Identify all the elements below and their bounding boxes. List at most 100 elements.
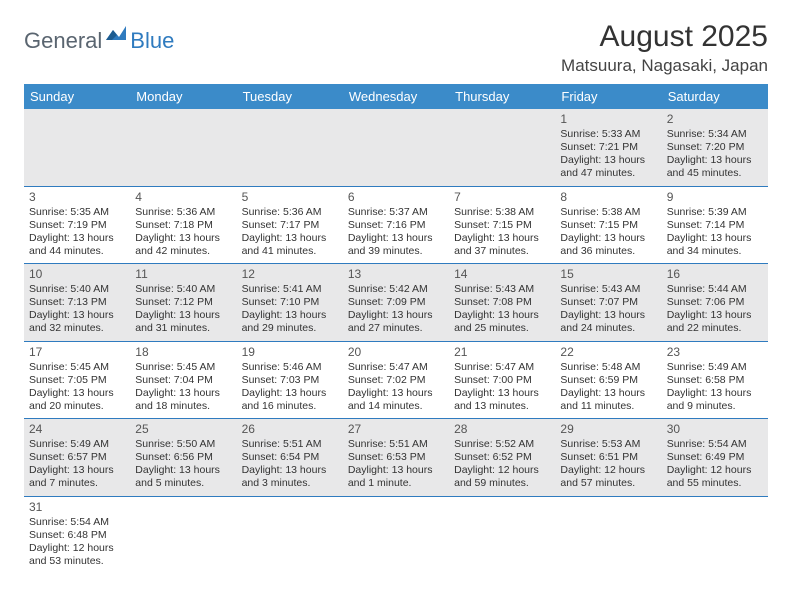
- day-number: 9: [667, 190, 763, 205]
- daylight-text: Daylight: 13 hours and 41 minutes.: [242, 232, 338, 258]
- sunset-text: Sunset: 7:15 PM: [454, 219, 550, 232]
- daylight-text: Daylight: 12 hours and 55 minutes.: [667, 464, 763, 490]
- sunrise-text: Sunrise: 5:36 AM: [242, 206, 338, 219]
- sunset-text: Sunset: 6:48 PM: [29, 529, 125, 542]
- daylight-text: Daylight: 13 hours and 11 minutes.: [560, 387, 656, 413]
- calendar-day-cell: 22Sunrise: 5:48 AMSunset: 6:59 PMDayligh…: [555, 341, 661, 419]
- sunrise-text: Sunrise: 5:45 AM: [135, 361, 231, 374]
- sunrise-text: Sunrise: 5:43 AM: [560, 283, 656, 296]
- calendar-day-cell: 4Sunrise: 5:36 AMSunset: 7:18 PMDaylight…: [130, 186, 236, 264]
- sunrise-text: Sunrise: 5:46 AM: [242, 361, 338, 374]
- weekday-header: Tuesday: [237, 84, 343, 109]
- sunset-text: Sunset: 6:52 PM: [454, 451, 550, 464]
- day-number: 14: [454, 267, 550, 282]
- calendar-day-cell: 7Sunrise: 5:38 AMSunset: 7:15 PMDaylight…: [449, 186, 555, 264]
- day-number: 26: [242, 422, 338, 437]
- sunset-text: Sunset: 7:18 PM: [135, 219, 231, 232]
- sunrise-text: Sunrise: 5:49 AM: [29, 438, 125, 451]
- daylight-text: Daylight: 13 hours and 7 minutes.: [29, 464, 125, 490]
- calendar-day-cell: 12Sunrise: 5:41 AMSunset: 7:10 PMDayligh…: [237, 264, 343, 342]
- weekday-header: Wednesday: [343, 84, 449, 109]
- sunrise-text: Sunrise: 5:40 AM: [29, 283, 125, 296]
- daylight-text: Daylight: 13 hours and 39 minutes.: [348, 232, 444, 258]
- sunrise-text: Sunrise: 5:38 AM: [560, 206, 656, 219]
- weekday-header: Saturday: [662, 84, 768, 109]
- daylight-text: Daylight: 13 hours and 47 minutes.: [560, 154, 656, 180]
- calendar-empty-cell: [343, 109, 449, 186]
- daylight-text: Daylight: 13 hours and 24 minutes.: [560, 309, 656, 335]
- sunrise-text: Sunrise: 5:54 AM: [29, 516, 125, 529]
- calendar-day-cell: 28Sunrise: 5:52 AMSunset: 6:52 PMDayligh…: [449, 419, 555, 497]
- sunset-text: Sunset: 7:16 PM: [348, 219, 444, 232]
- calendar-empty-cell: [449, 496, 555, 573]
- sunrise-text: Sunrise: 5:36 AM: [135, 206, 231, 219]
- sunrise-text: Sunrise: 5:51 AM: [348, 438, 444, 451]
- calendar-day-cell: 1Sunrise: 5:33 AMSunset: 7:21 PMDaylight…: [555, 109, 661, 186]
- calendar-week-row: 3Sunrise: 5:35 AMSunset: 7:19 PMDaylight…: [24, 186, 768, 264]
- calendar-week-row: 10Sunrise: 5:40 AMSunset: 7:13 PMDayligh…: [24, 264, 768, 342]
- calendar-day-cell: 25Sunrise: 5:50 AMSunset: 6:56 PMDayligh…: [130, 419, 236, 497]
- daylight-text: Daylight: 13 hours and 34 minutes.: [667, 232, 763, 258]
- sunset-text: Sunset: 6:59 PM: [560, 374, 656, 387]
- daylight-text: Daylight: 13 hours and 45 minutes.: [667, 154, 763, 180]
- calendar-day-cell: 18Sunrise: 5:45 AMSunset: 7:04 PMDayligh…: [130, 341, 236, 419]
- sunset-text: Sunset: 7:21 PM: [560, 141, 656, 154]
- day-number: 19: [242, 345, 338, 360]
- sunrise-text: Sunrise: 5:51 AM: [242, 438, 338, 451]
- day-number: 11: [135, 267, 231, 282]
- daylight-text: Daylight: 13 hours and 25 minutes.: [454, 309, 550, 335]
- weekday-header: Thursday: [449, 84, 555, 109]
- weekday-header: Friday: [555, 84, 661, 109]
- daylight-text: Daylight: 12 hours and 59 minutes.: [454, 464, 550, 490]
- page-title: August 2025: [561, 20, 768, 54]
- day-number: 22: [560, 345, 656, 360]
- day-number: 4: [135, 190, 231, 205]
- calendar-day-cell: 19Sunrise: 5:46 AMSunset: 7:03 PMDayligh…: [237, 341, 343, 419]
- sunset-text: Sunset: 7:09 PM: [348, 296, 444, 309]
- calendar-day-cell: 21Sunrise: 5:47 AMSunset: 7:00 PMDayligh…: [449, 341, 555, 419]
- sunset-text: Sunset: 7:04 PM: [135, 374, 231, 387]
- calendar-day-cell: 9Sunrise: 5:39 AMSunset: 7:14 PMDaylight…: [662, 186, 768, 264]
- sunrise-text: Sunrise: 5:47 AM: [348, 361, 444, 374]
- daylight-text: Daylight: 13 hours and 27 minutes.: [348, 309, 444, 335]
- sunrise-text: Sunrise: 5:53 AM: [560, 438, 656, 451]
- calendar-empty-cell: [130, 496, 236, 573]
- calendar-empty-cell: [449, 109, 555, 186]
- calendar-day-cell: 5Sunrise: 5:36 AMSunset: 7:17 PMDaylight…: [237, 186, 343, 264]
- sunrise-text: Sunrise: 5:54 AM: [667, 438, 763, 451]
- calendar-week-row: 1Sunrise: 5:33 AMSunset: 7:21 PMDaylight…: [24, 109, 768, 186]
- calendar-day-cell: 13Sunrise: 5:42 AMSunset: 7:09 PMDayligh…: [343, 264, 449, 342]
- sunrise-text: Sunrise: 5:39 AM: [667, 206, 763, 219]
- sunrise-text: Sunrise: 5:45 AM: [29, 361, 125, 374]
- location-text: Matsuura, Nagasaki, Japan: [561, 56, 768, 76]
- sunrise-text: Sunrise: 5:34 AM: [667, 128, 763, 141]
- calendar-day-cell: 31Sunrise: 5:54 AMSunset: 6:48 PMDayligh…: [24, 496, 130, 573]
- sunset-text: Sunset: 6:49 PM: [667, 451, 763, 464]
- calendar-day-cell: 20Sunrise: 5:47 AMSunset: 7:02 PMDayligh…: [343, 341, 449, 419]
- sunset-text: Sunset: 7:12 PM: [135, 296, 231, 309]
- sunrise-text: Sunrise: 5:35 AM: [29, 206, 125, 219]
- calendar-week-row: 24Sunrise: 5:49 AMSunset: 6:57 PMDayligh…: [24, 419, 768, 497]
- day-number: 16: [667, 267, 763, 282]
- calendar-day-cell: 24Sunrise: 5:49 AMSunset: 6:57 PMDayligh…: [24, 419, 130, 497]
- day-number: 15: [560, 267, 656, 282]
- calendar-day-cell: 6Sunrise: 5:37 AMSunset: 7:16 PMDaylight…: [343, 186, 449, 264]
- day-number: 31: [29, 500, 125, 515]
- sunrise-text: Sunrise: 5:47 AM: [454, 361, 550, 374]
- calendar-day-cell: 8Sunrise: 5:38 AMSunset: 7:15 PMDaylight…: [555, 186, 661, 264]
- daylight-text: Daylight: 13 hours and 20 minutes.: [29, 387, 125, 413]
- calendar-header-row: SundayMondayTuesdayWednesdayThursdayFrid…: [24, 84, 768, 109]
- daylight-text: Daylight: 13 hours and 22 minutes.: [667, 309, 763, 335]
- sunrise-text: Sunrise: 5:50 AM: [135, 438, 231, 451]
- day-number: 30: [667, 422, 763, 437]
- sunset-text: Sunset: 6:51 PM: [560, 451, 656, 464]
- day-number: 29: [560, 422, 656, 437]
- day-number: 10: [29, 267, 125, 282]
- sunrise-text: Sunrise: 5:48 AM: [560, 361, 656, 374]
- daylight-text: Daylight: 13 hours and 44 minutes.: [29, 232, 125, 258]
- calendar-week-row: 31Sunrise: 5:54 AMSunset: 6:48 PMDayligh…: [24, 496, 768, 573]
- sunset-text: Sunset: 7:20 PM: [667, 141, 763, 154]
- calendar-day-cell: 23Sunrise: 5:49 AMSunset: 6:58 PMDayligh…: [662, 341, 768, 419]
- calendar-page: General Blue August 2025 Matsuura, Nagas…: [0, 0, 792, 593]
- sunset-text: Sunset: 7:05 PM: [29, 374, 125, 387]
